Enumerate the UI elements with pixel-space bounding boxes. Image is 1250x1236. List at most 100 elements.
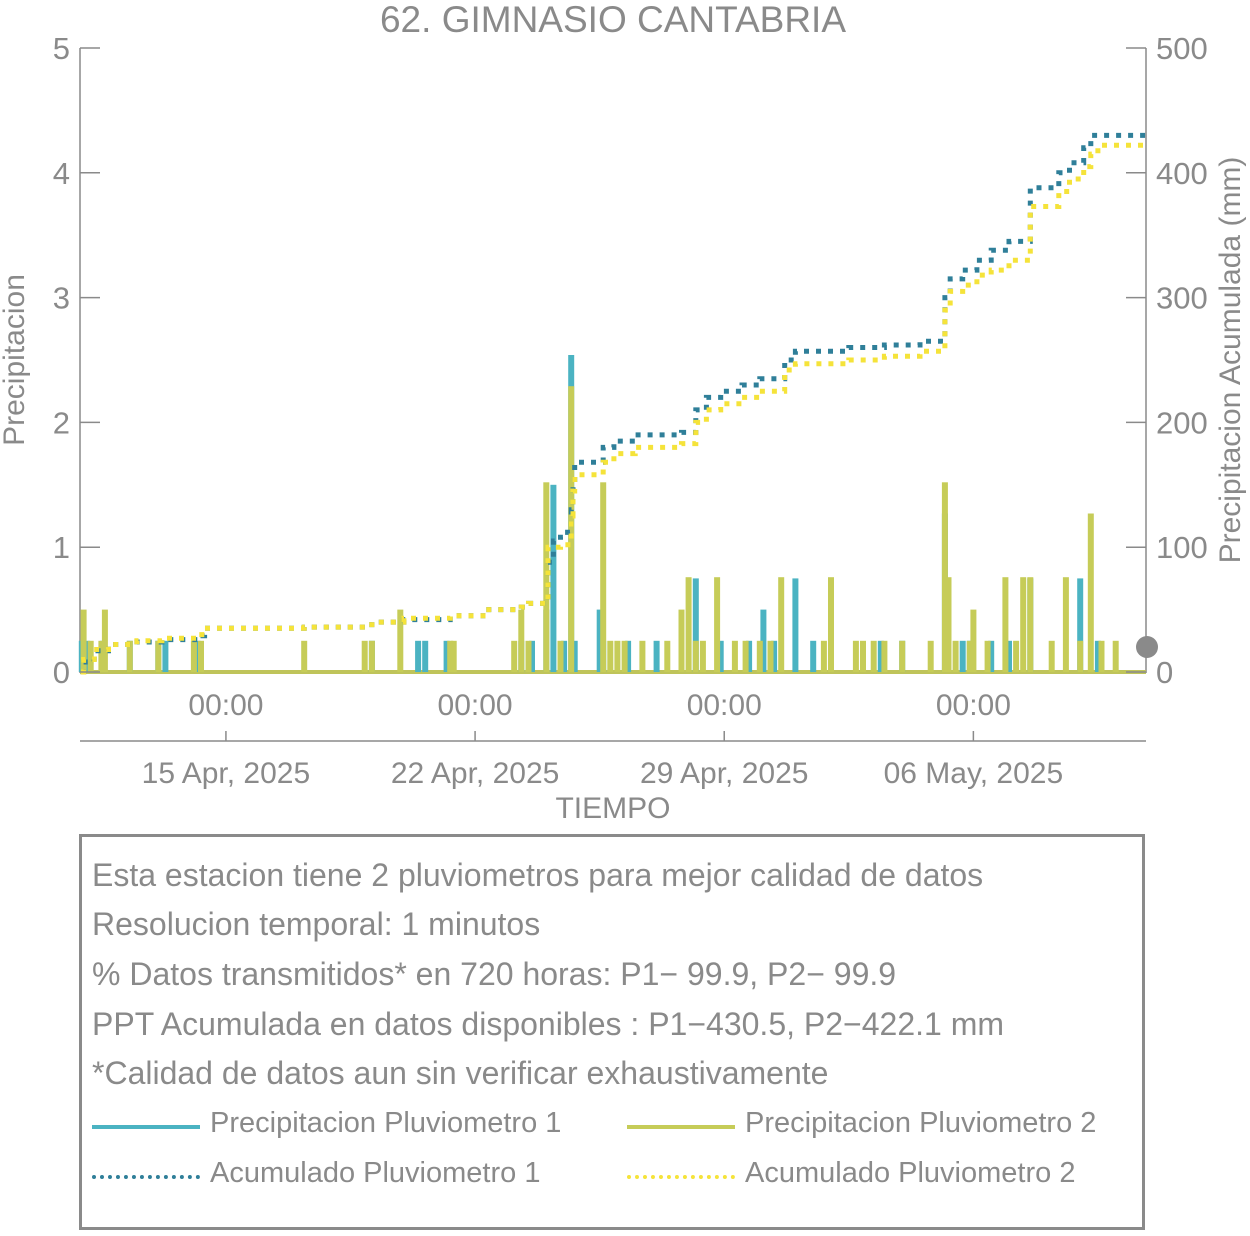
bar-p1 xyxy=(571,640,578,672)
legend-item-p2: Precipitacion Pluviometro 2 xyxy=(627,1107,1147,1147)
bar-p1 xyxy=(760,609,767,672)
bar-p2 xyxy=(450,640,457,672)
bar-p1 xyxy=(415,640,422,672)
info-transmitted-line: % Datos transmitidos* en 720 horas: P1− … xyxy=(92,956,897,992)
bar-p2 xyxy=(820,640,827,672)
info-station-line: Esta estacion tiene 2 pluviometros para … xyxy=(92,857,984,893)
bar-p2 xyxy=(1087,513,1094,672)
bar-p2 xyxy=(600,482,607,672)
rainfall-chart: 62. GIMNASIO CANTABRIA 0 1 2 3 4 5 0 100 200 300… xyxy=(0,0,1247,825)
bar-p2 xyxy=(756,640,763,672)
bar-p2 xyxy=(685,577,692,672)
bar-p1 xyxy=(810,640,817,672)
bar-p2 xyxy=(614,640,621,672)
y-tick-label: 4 xyxy=(53,156,70,191)
time-axis-ticks: 00:00 15 Apr, 2025 00:00 22 Apr, 2025 00:00 2… xyxy=(142,689,1063,790)
bar-p2 xyxy=(692,640,699,672)
bar-p2 xyxy=(1020,577,1027,672)
bar-p2 xyxy=(557,640,564,672)
plot-area xyxy=(79,48,1147,742)
bar-p2 xyxy=(945,577,952,672)
line-acumulado-p1 xyxy=(80,132,1146,675)
bar-p2 xyxy=(518,609,525,672)
legend-label-p2: Precipitacion Pluviometro 2 xyxy=(745,1107,1097,1139)
bar-p1 xyxy=(792,578,799,672)
bar-p2 xyxy=(870,640,877,672)
bar-p2 xyxy=(621,640,628,672)
bar-p2 xyxy=(301,640,308,672)
station-info-box: Esta estacion tiene 2 pluviometros para … xyxy=(79,834,1145,1230)
legend-swatch-acc1 xyxy=(92,1175,200,1179)
legend-label-acc2: Acumulado Pluviometro 2 xyxy=(745,1157,1076,1189)
bar-p2 xyxy=(190,640,197,672)
bar-p2 xyxy=(1112,640,1119,672)
bar-p2 xyxy=(361,640,368,672)
y-tick-label: 1 xyxy=(53,530,70,565)
bar-p2 xyxy=(568,386,575,672)
bar-p2 xyxy=(927,640,934,672)
bar-p2 xyxy=(525,640,532,672)
bar-p2 xyxy=(860,640,866,672)
bar-p1 xyxy=(717,640,724,672)
bar-p2 xyxy=(941,482,948,672)
bar-p2 xyxy=(828,577,834,672)
bar-p1 xyxy=(988,640,995,672)
bar-p2 xyxy=(731,640,738,672)
bar-p2 xyxy=(952,640,959,672)
position-marker xyxy=(1136,636,1158,658)
bar-p2 xyxy=(699,640,706,672)
bar-p1 xyxy=(443,640,450,672)
x-axis-label: TIEMPO xyxy=(555,792,670,825)
x-tick-time-label: 00:00 xyxy=(188,689,263,722)
bar-p1 xyxy=(746,640,753,672)
bar-p1 xyxy=(653,640,660,672)
bar-p2 xyxy=(639,640,646,672)
bar-p2 xyxy=(447,640,454,672)
bar-p2 xyxy=(397,609,404,672)
bar-p2 xyxy=(1098,640,1105,672)
bar-p1 xyxy=(771,640,778,672)
x-tick-date-label: 06 May, 2025 xyxy=(884,757,1064,790)
bar-p2 xyxy=(368,640,375,672)
bar-p2 xyxy=(678,609,685,672)
bar-p2 xyxy=(155,640,162,672)
legend-swatch-p2 xyxy=(627,1125,735,1129)
bar-p2 xyxy=(767,640,774,672)
bar-p2 xyxy=(899,640,906,672)
x-tick-date-label: 29 Apr, 2025 xyxy=(640,757,809,790)
y2-tick-label: 300 xyxy=(1156,281,1208,316)
bar-p1 xyxy=(194,640,201,672)
x-tick-time-label: 00:00 xyxy=(687,689,762,722)
bar-p2 xyxy=(1062,577,1069,672)
y2-tick-label: 500 xyxy=(1156,31,1208,66)
bar-p2 xyxy=(852,640,859,672)
bar-p1 xyxy=(162,640,169,672)
bar-p1 xyxy=(1077,578,1084,672)
legend-item-acc2: Acumulado Pluviometro 2 xyxy=(627,1157,1147,1197)
bar-p2 xyxy=(664,640,671,672)
bar-p2 xyxy=(87,640,94,672)
bar-p2 xyxy=(543,482,550,672)
bar-p2 xyxy=(511,640,518,672)
legend-label-p1: Precipitacion Pluviometro 1 xyxy=(210,1107,562,1139)
legend-item-p1: Precipitacion Pluviometro 1 xyxy=(92,1107,612,1147)
bar-p2 xyxy=(126,640,133,672)
bar-p2 xyxy=(742,640,749,672)
bar-p1 xyxy=(959,640,966,672)
bar-p2 xyxy=(198,640,204,672)
y-tick-label: 0 xyxy=(53,655,70,690)
x-tick-time-label: 00:00 xyxy=(936,689,1011,722)
bar-p1 xyxy=(550,484,557,672)
bar-p1 xyxy=(596,609,603,672)
bar-p1 xyxy=(692,578,699,672)
bar-p1 xyxy=(625,640,632,672)
legend-swatch-p1 xyxy=(92,1125,200,1129)
info-quality-note: *Calidad de datos aun sin verificar exha… xyxy=(92,1055,829,1091)
y-tick-label: 3 xyxy=(53,281,70,316)
legend-item-acc1: Acumulado Pluviometro 1 xyxy=(92,1157,612,1197)
line-acumulado-p2 xyxy=(80,142,1146,675)
x-tick-date-label: 22 Apr, 2025 xyxy=(391,757,560,790)
info-resolution-line: Resolucion temporal: 1 minutos xyxy=(92,906,541,942)
y2-axis-label: Precipitacion Acumulada (mm) xyxy=(1214,157,1247,564)
chart-title: 62. GIMNASIO CANTABRIA xyxy=(380,0,846,40)
